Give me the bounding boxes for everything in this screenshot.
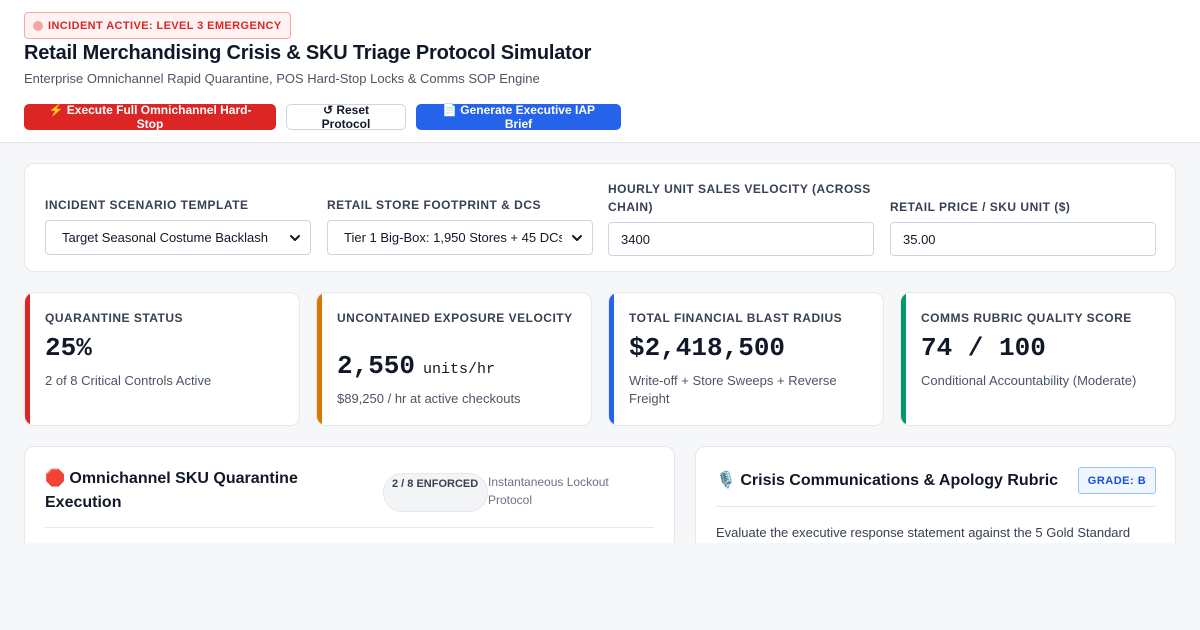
incident-alert-badge: INCIDENT ACTIVE: LEVEL 3 EMERGENCY [24,12,291,39]
scenario-label: INCIDENT SCENARIO TEMPLATE [45,198,249,212]
card-accent-bar [901,293,906,425]
exposure-velocity-card: UNCONTAINED EXPOSURE VELOCITY 2,550 units… [316,292,592,426]
exposure-unit: units/hr [423,361,496,378]
panel-divider [716,506,1155,507]
rubric-description: Evaluate the executive response statemen… [716,525,1131,540]
chevron-down-icon [290,235,300,241]
page-subtitle: Enterprise Omnichannel Rapid Quarantine,… [24,71,540,86]
alert-dot-icon [33,20,43,31]
quarantine-status-card: QUARANTINE STATUS 25% 2 of 8 Critical Co… [24,292,300,426]
page-title: Retail Merchandising Crisis & SKU Triage… [24,42,592,64]
panel-divider [45,527,654,528]
rubric-panel-title: 🎙️ Crisis Communications & Apology Rubri… [716,472,1059,489]
quarantine-panel-title: 🛑 Omnichannel SKU Quarantine Execution [45,470,298,511]
generate-brief-button[interactable]: 📄 Generate Executive IAP Brief [416,103,621,131]
scenario-select[interactable]: Target Seasonal Costume Backlash [45,220,311,255]
footprint-label: RETAIL STORE FOOTPRINT & DCS [327,198,542,212]
metric-label: UNCONTAINED EXPOSURE VELOCITY [337,311,573,325]
velocity-input[interactable]: 3400 [608,222,874,256]
footprint-select-value: Tier 1 Big-Box: 1,950 Stores + 45 DCs [344,230,562,245]
metric-label: COMMS RUBRIC QUALITY SCORE [921,311,1132,325]
chevron-down-icon [572,235,582,241]
reset-protocol-button[interactable]: ↺ Reset Protocol [286,103,406,131]
enforced-count-badge: 2 / 8 ENFORCED [383,473,488,512]
exposure-value: 2,550 [337,351,416,381]
page-background [0,543,1200,630]
blast-value: $2,418,500 [629,333,786,363]
blast-radius-card: TOTAL FINANCIAL BLAST RADIUS $2,418,500 … [608,292,884,426]
page-header: INCIDENT ACTIVE: LEVEL 3 EMERGENCY Retai… [0,0,1200,143]
exposure-value-line: 2,550 units/hr [337,351,495,381]
scenario-select-value: Target Seasonal Costume Backlash [62,230,268,245]
execute-hard-stop-button[interactable]: ⚡ Execute Full Omnichannel Hard-Stop [24,103,276,131]
price-label: RETAIL PRICE / SKU UNIT ($) [890,200,1071,214]
metric-label: TOTAL FINANCIAL BLAST RADIUS [629,311,843,325]
price-input[interactable]: 35.00 [890,222,1156,256]
comms-sub: Conditional Accountability (Moderate) [921,373,1137,388]
quarantine-value: 25% [45,333,92,363]
comms-score-card: COMMS RUBRIC QUALITY SCORE 74 / 100 Cond… [900,292,1176,426]
card-accent-bar [25,293,30,425]
velocity-label: HOURLY UNIT SALES VELOCITY (ACROSS CHAIN… [608,182,871,214]
card-accent-bar [609,293,614,425]
lockout-protocol-note: Instantaneous Lockout Protocol [488,475,609,507]
incident-alert-text: INCIDENT ACTIVE: LEVEL 3 EMERGENCY [48,19,282,32]
footprint-select[interactable]: Tier 1 Big-Box: 1,950 Stores + 45 DCs [327,220,593,255]
card-accent-bar [317,293,322,425]
comms-value: 74 / 100 [921,333,1046,363]
grade-badge: GRADE: B [1078,467,1156,494]
blast-sub: Write-off + Store Sweeps + Reverse Freig… [629,373,837,406]
quarantine-sub: 2 of 8 Critical Controls Active [45,373,212,388]
exposure-sub: $89,250 / hr at active checkouts [337,391,521,406]
incident-config-card: INCIDENT SCENARIO TEMPLATE Target Season… [24,163,1176,272]
metric-label: QUARANTINE STATUS [45,311,184,325]
